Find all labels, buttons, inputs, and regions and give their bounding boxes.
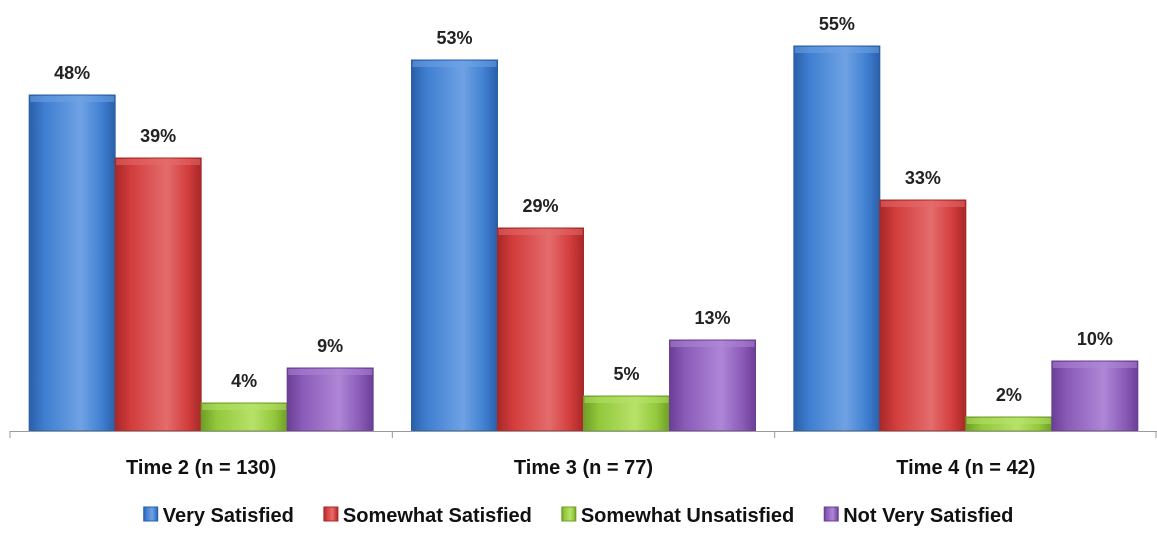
bar-highlight (116, 159, 201, 165)
bar-very-satisfied-1 (28, 94, 116, 432)
data-label: 10% (1077, 329, 1113, 349)
bar-highlight (966, 418, 1051, 424)
legend-swatch (823, 506, 839, 522)
bar-somewhat-satisfied-3 (879, 199, 967, 432)
bar-very-satisfied-3 (793, 45, 881, 432)
bar-somewhat-satisfied-1 (114, 157, 202, 432)
data-label: 5% (613, 364, 639, 384)
bar-highlight (1052, 362, 1137, 368)
bar-highlight (288, 369, 373, 375)
legend-swatch (143, 506, 159, 522)
bar-highlight (412, 61, 497, 67)
x-axis: Time 2 (n = 130) Time 3 (n = 77) Time 4 (n… (9, 431, 1157, 479)
bar-highlight (880, 201, 965, 207)
bar-highlight (202, 404, 287, 410)
data-label: 55% (819, 14, 855, 34)
legend-item: Somewhat Satisfied (323, 505, 532, 527)
bar-highlight (498, 229, 583, 235)
legend-swatch (323, 506, 339, 522)
data-label: 29% (522, 196, 558, 216)
bar-highlight (794, 47, 879, 53)
data-label: 53% (436, 28, 472, 48)
data-label: 13% (694, 308, 730, 328)
data-label: 33% (905, 168, 941, 188)
data-label: 4% (231, 371, 257, 391)
bar-very-satisfied-2 (411, 59, 498, 432)
legend-label: Somewhat Satisfied (343, 505, 532, 527)
category-label: Time 3 (n = 77) (514, 457, 653, 479)
legend-item: Very Satisfied (143, 505, 294, 527)
bar-highlight (30, 96, 115, 102)
legend-label: Very Satisfied (163, 505, 294, 527)
legend-swatch (561, 506, 577, 522)
legend-item: Not Very Satisfied (823, 505, 1013, 527)
bar-highlight (670, 341, 755, 347)
data-label: 48% (54, 63, 90, 83)
legend-label: Somewhat Unsatisfied (581, 505, 794, 527)
data-label: 2% (996, 385, 1022, 405)
bar-highlight (584, 397, 669, 403)
bar-not-very-satisfied-2 (669, 339, 756, 432)
legend-item: Somewhat Unsatisfied (561, 505, 794, 527)
legend: Very Satisfied Somewhat Satisfied Somewhat… (143, 505, 1013, 527)
bar-somewhat-satisfied-2 (497, 227, 584, 432)
category-label: Time 2 (n = 130) (126, 457, 276, 479)
data-label: 39% (140, 126, 176, 146)
bars-layer (28, 45, 1139, 432)
data-label: 9% (317, 336, 343, 356)
legend-label: Not Very Satisfied (843, 505, 1013, 527)
category-label: Time 4 (n = 42) (896, 457, 1035, 479)
bar-not-very-satisfied-3 (1051, 360, 1139, 432)
data-labels-layer: 48% 39% 4% 9% 53% 29% 5% 13% 55% 33% 2% 10% (54, 14, 1113, 405)
bar-not-very-satisfied-1 (286, 367, 374, 432)
